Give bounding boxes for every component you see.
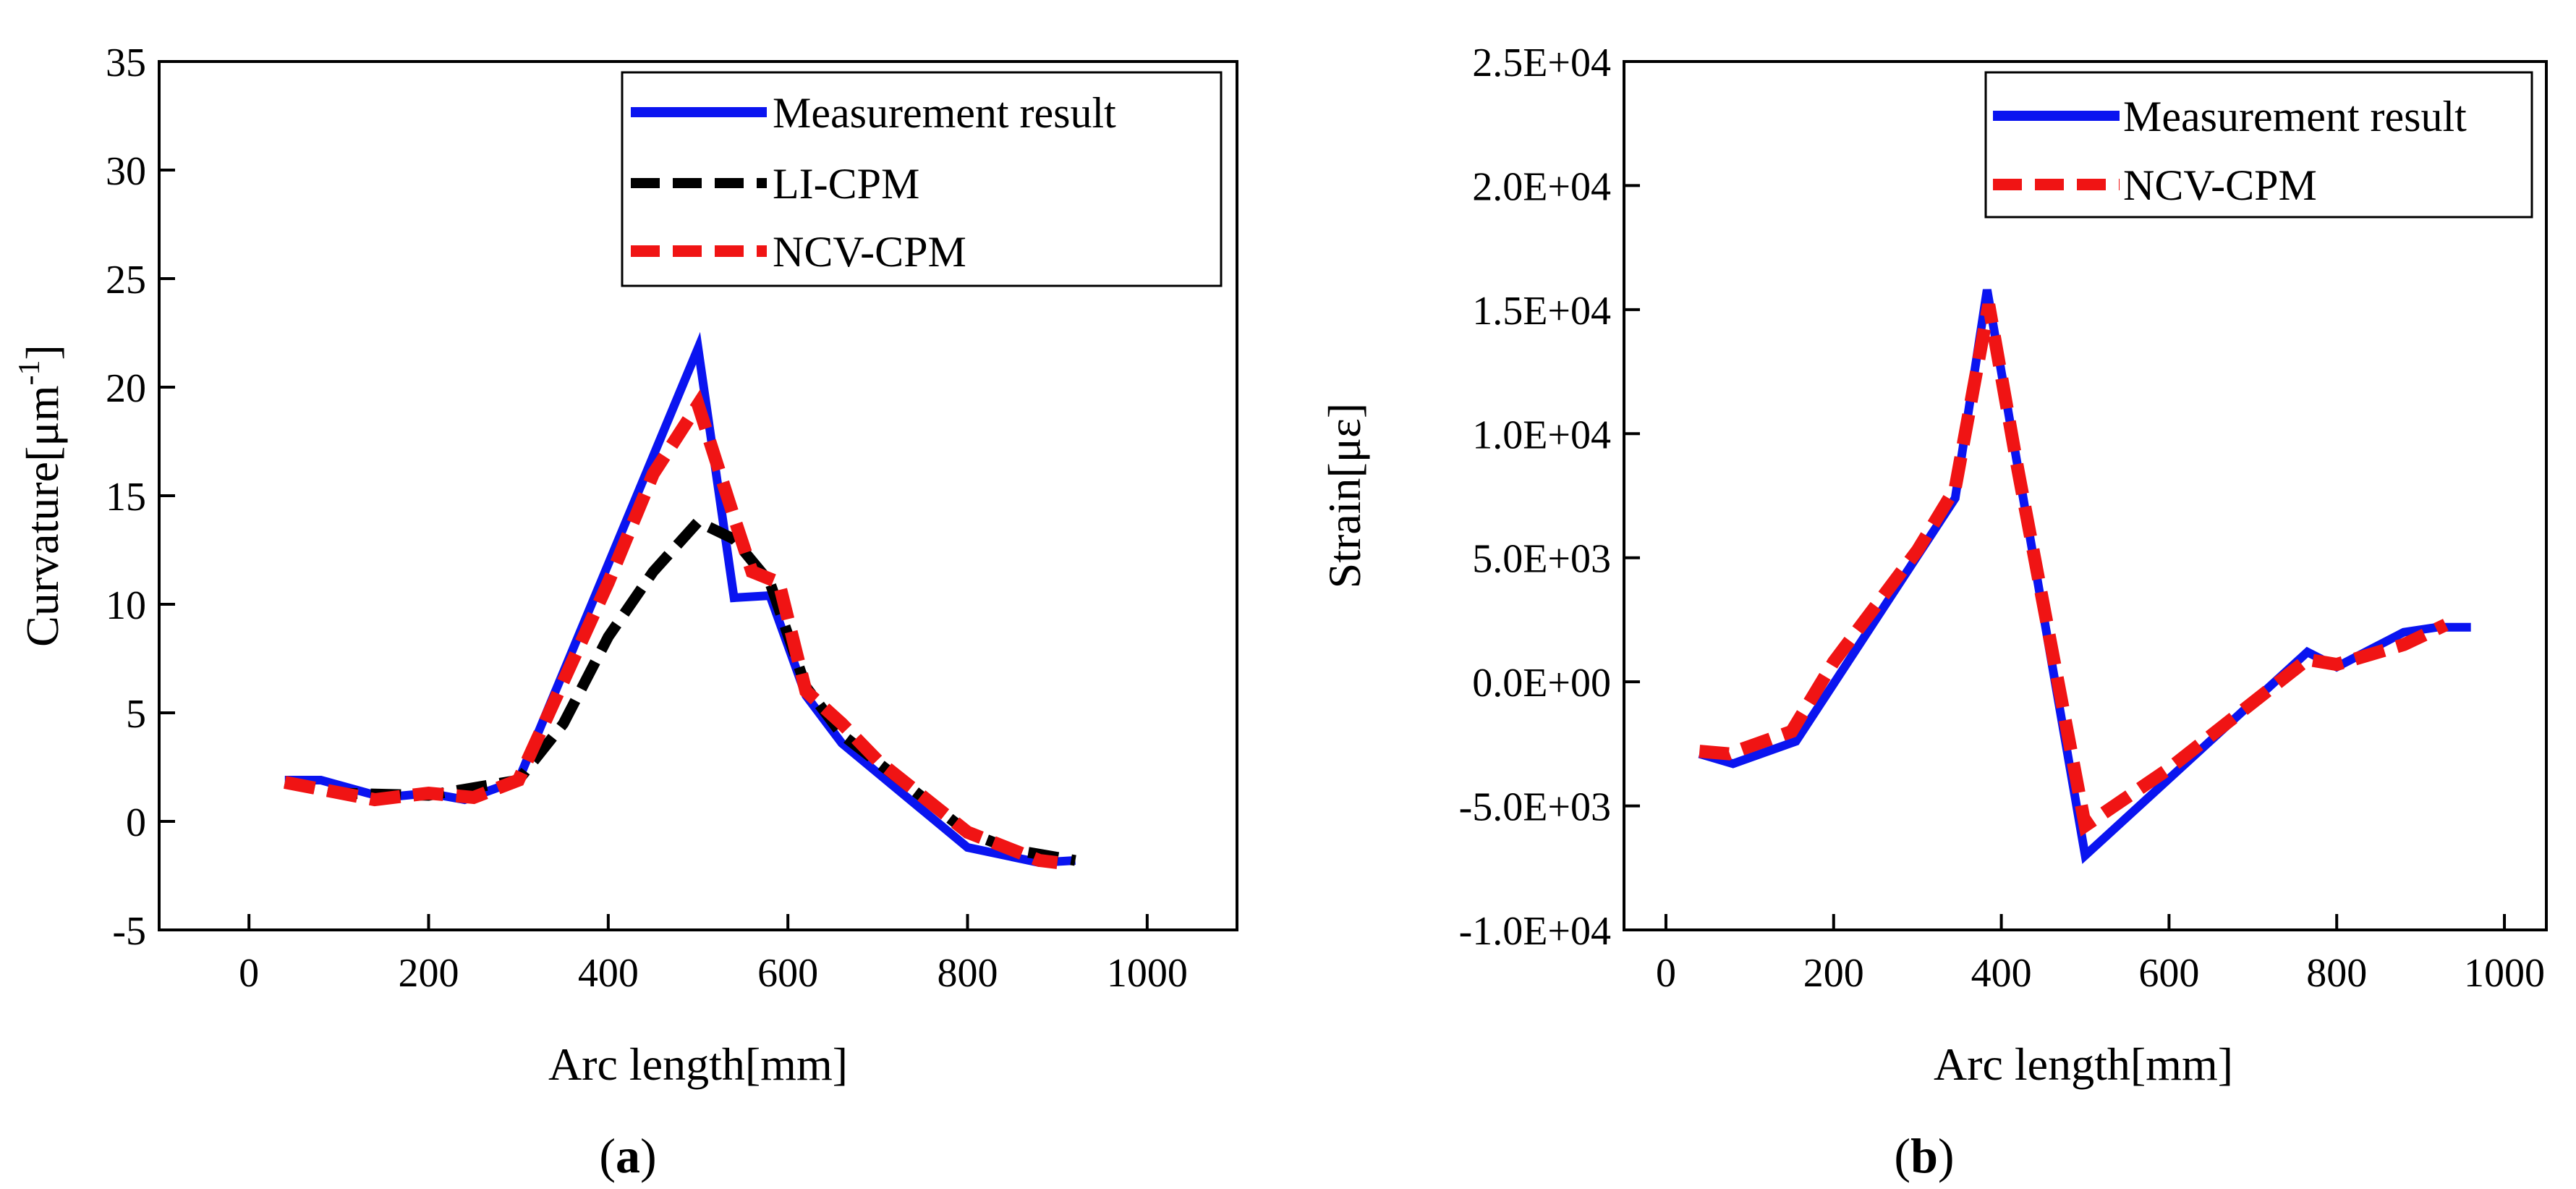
panel-a-y-tick-label: 25 [106,258,146,302]
panel-a-y-tick-label: -5 [112,909,146,954]
panel-a-x-tick-label: 200 [399,951,459,996]
panel-b-y-tick-label: 2.0E+04 [1472,164,1611,209]
panel-b-x-tick-label: 400 [1971,951,2032,996]
panel-a-legend-label-ncv-cpm: NCV-CPM [773,228,966,276]
panel-a-y-tick-label: 35 [106,41,146,85]
panel-b-label: (b) [1894,1128,1954,1183]
panel-b-y-tick-label: -1.0E+04 [1459,909,1611,954]
panel-a-series-ncv-cpm [284,389,1058,869]
panel-a-y-axis-title: Curvature[μm-1] [13,344,68,647]
panel-b-y-tick-label: 2.5E+04 [1472,41,1611,85]
panel-b-x-axis-title: Arc length[mm] [1934,1038,2233,1090]
panel-b-series-ncv-cpm [1699,303,2449,837]
panel-a-y-tick-label: 0 [126,800,146,845]
panel-b-y-tick-label: 1.5E+04 [1472,289,1611,334]
panel-a-y-tick-label: 10 [106,583,146,628]
panel-b-x-tick-label: 200 [1803,951,1864,996]
panel-a-x-axis-title: Arc length[mm] [548,1038,848,1090]
panel-b-y-tick-label: 5.0E+03 [1472,537,1611,582]
panel-b-y-tick-label: 0.0E+00 [1472,661,1611,706]
panel-b-x-tick-label: 0 [1656,951,1676,996]
panel-a-x-tick-label: 1000 [1107,951,1188,996]
panel-a-y-tick-label: 5 [126,692,146,737]
panel-b-legend-label-measurement: Measurement result [2123,93,2467,140]
panel-a-x-tick-label: 800 [938,951,998,996]
panel-a-y-tick-label: 20 [106,366,146,411]
panel-b-plot-frame [1623,60,2548,931]
panel-a-x-tick-label: 600 [757,951,818,996]
panel-b-y-axis-title: Strain[με] [1319,403,1370,589]
panel-b-legend-label-ncv-cpm: NCV-CPM [2123,161,2317,209]
panel-b-x-tick-label: 1000 [2464,951,2545,996]
panel-a-label: (a) [599,1128,656,1183]
panel-a-legend: Measurement result LI-CPM NCV-CPM [621,71,1223,287]
panel-a-legend-label-li-cpm: LI-CPM [773,160,919,208]
panel-b-series-measurement-result [1698,289,2471,864]
panel-a-x-tick-label: 0 [239,951,259,996]
panel-a-y-tick-label: 15 [106,475,146,520]
panel-a-y-tick-label: 30 [106,149,146,194]
panel-b-x-tick-label: 800 [2306,951,2367,996]
panel-b-legend-box [1984,71,2533,219]
panel-b-strain: 0 200 400 600 800 1000 -1.0E+04 -5.0E+03 0.0E+00… [1319,41,2548,1183]
panel-b-x-tick-label: 600 [2138,951,2199,996]
panel-a-curvature: 0 200 400 600 800 1000 -5 0 5 10 15 20 25 30 35 Arc le… [13,41,1238,1183]
panel-b-y-tick-label: -5.0E+03 [1459,785,1611,830]
panel-a-x-tick-label: 400 [578,951,639,996]
panel-b-y-tick-label: 1.0E+04 [1472,412,1611,457]
panel-a-legend-label-measurement: Measurement result [773,89,1116,137]
panel-a-series-li-cpm [284,515,1076,866]
panel-b-legend: Measurement result NCV-CPM [1984,71,2533,219]
